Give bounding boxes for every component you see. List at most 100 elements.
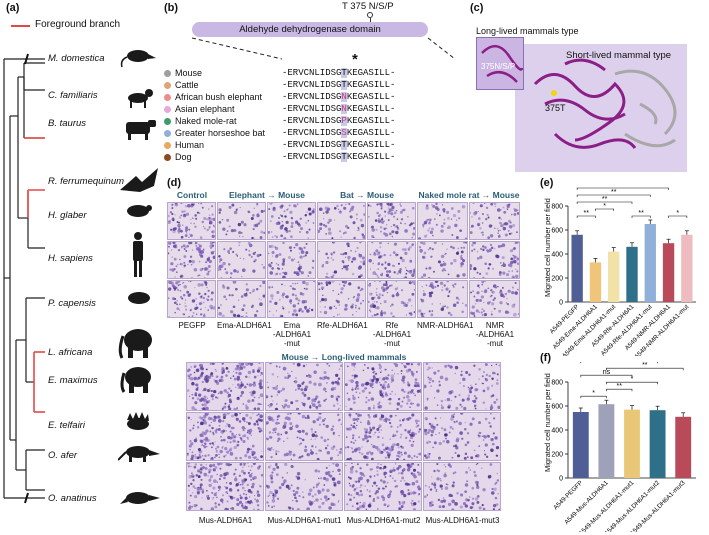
microscopy-image — [217, 241, 266, 279]
legend-dot — [164, 118, 171, 125]
panel-a-label: (a) — [6, 2, 20, 14]
significance-bracket — [580, 395, 607, 399]
microscopy-image — [344, 412, 422, 461]
sequence-row: -ERVCNLIDSGNKEGASILL- — [282, 104, 396, 114]
species-label: H. glaber — [48, 210, 87, 221]
elephant-icon — [120, 367, 151, 393]
significance-bracket — [576, 201, 633, 204]
animal-silhouettes — [118, 50, 160, 504]
legend-row: Dog — [164, 151, 265, 163]
microscopy-image — [217, 202, 266, 240]
column-label: Rfe-ALDH6A1 — [317, 321, 368, 330]
bottom-microscopy-grid — [186, 362, 502, 514]
y-tick-label: 200 — [551, 452, 563, 459]
significance-label: * — [603, 203, 606, 210]
group-label: Elephant → Mouse — [228, 190, 306, 200]
significance-label: * — [631, 376, 634, 383]
microscopy-image — [367, 241, 416, 279]
significance-bracket — [576, 194, 651, 197]
significance-label: * — [592, 390, 595, 397]
bar — [608, 251, 620, 302]
significance-bracket — [595, 208, 615, 211]
bar — [626, 246, 638, 302]
hyrax-icon — [128, 292, 150, 304]
microscopy-image — [167, 202, 216, 240]
foreground-branch-swatch — [11, 25, 30, 27]
microscopy-image — [265, 462, 343, 511]
microscopy-image — [265, 412, 343, 461]
microscopy-image — [186, 412, 264, 461]
microscopy-image — [367, 280, 416, 318]
significance-bracket — [606, 388, 633, 392]
cow-icon — [126, 120, 156, 140]
long-lived-structure-image — [481, 45, 524, 83]
significance-label: ** — [602, 196, 608, 203]
bar — [598, 404, 615, 478]
bar — [624, 409, 640, 478]
species-label: O. anatinus — [48, 493, 97, 504]
bar — [644, 224, 656, 302]
microscopy-image — [317, 241, 366, 279]
microscopy-image — [469, 241, 520, 279]
microscopy-image — [217, 280, 266, 318]
species-label: H. sapiens — [48, 253, 93, 264]
significance-label: ** — [616, 383, 622, 390]
group-label: Mouse → Long-lived mammals — [281, 352, 407, 362]
bar — [662, 243, 675, 302]
y-tick-label: 0 — [559, 476, 563, 483]
species-label: E. maximus — [48, 375, 98, 386]
legend-row: Mouse — [164, 67, 265, 79]
legend-row: Greater horseshoe bat — [164, 127, 265, 139]
microscopy-image — [417, 202, 468, 240]
column-label: Mus-ALDH6A1-mut2 — [346, 516, 421, 525]
sequence-row: -ERVCNLIDSGTKEGASILL- — [282, 152, 396, 162]
sequence-row: -ERVCNLIDSGTKEGASILL- — [282, 68, 396, 78]
column-label: PEGFP — [178, 321, 206, 330]
legend-dot — [164, 142, 171, 149]
panel-b-label: (b) — [164, 2, 179, 14]
y-tick-label: 0 — [559, 300, 563, 307]
species-label: P. capensis — [48, 298, 96, 309]
group-label: Control — [176, 190, 208, 200]
microscopy-image — [423, 462, 501, 511]
sequence-row: -ERVCNLIDSGTKEGASILL- — [282, 80, 396, 90]
microscopy-image — [423, 412, 501, 461]
long-lived-title: Long-lived mammals type — [476, 26, 579, 36]
group-label: Naked mole rat → Mouse — [418, 190, 520, 200]
aldehyde-domain-bar: Aldehyde dehydrogenase domain — [192, 22, 428, 37]
bar — [589, 262, 602, 302]
microscopy-image — [267, 280, 316, 318]
chart-e: 0200400600800A549-PEGFPA549-Ema-ALDH6A1A… — [549, 186, 696, 356]
long-lived-structure-box — [476, 37, 524, 90]
legend-dot — [164, 130, 171, 137]
significance-bracket — [576, 215, 596, 218]
legend-dot — [164, 82, 171, 89]
elephant-icon — [118, 329, 152, 359]
significance-label: * — [676, 210, 679, 217]
microscopy-image — [423, 362, 501, 411]
y-tick-label: 400 — [551, 252, 563, 259]
chart-e-ylabel: Migrated cell number per field — [543, 198, 552, 297]
microscopy-image — [186, 362, 264, 411]
sequence-row: -ERVCNLIDSGPKEGASILL- — [282, 116, 396, 126]
species-label: L. africana — [48, 347, 93, 358]
column-label: Mus-ALDH6A1 — [198, 516, 253, 525]
legend-dot — [164, 94, 171, 101]
column-label: Mus-ALDH6A1-mut1 — [267, 516, 342, 525]
significance-bracket — [580, 362, 658, 364]
species-label: R. ferrumequinum — [48, 176, 125, 187]
microscopy-image — [417, 241, 468, 279]
microscopy-image — [317, 202, 366, 240]
microscopy-image — [167, 241, 216, 279]
species-label: O. afer — [48, 450, 78, 461]
legend-dot — [164, 106, 171, 113]
panel-c-label: (c) — [470, 2, 484, 14]
mutation-site-label: T 375 N/S/P — [342, 1, 394, 12]
domain-zoom-lines — [191, 37, 456, 60]
microscopy-image — [317, 280, 366, 318]
microscopy-image — [344, 462, 422, 511]
column-label: Ema-ALDH6A1 — [217, 321, 272, 330]
human-icon — [133, 232, 143, 277]
significance-bracket — [576, 187, 669, 190]
platypus-icon — [120, 492, 160, 504]
